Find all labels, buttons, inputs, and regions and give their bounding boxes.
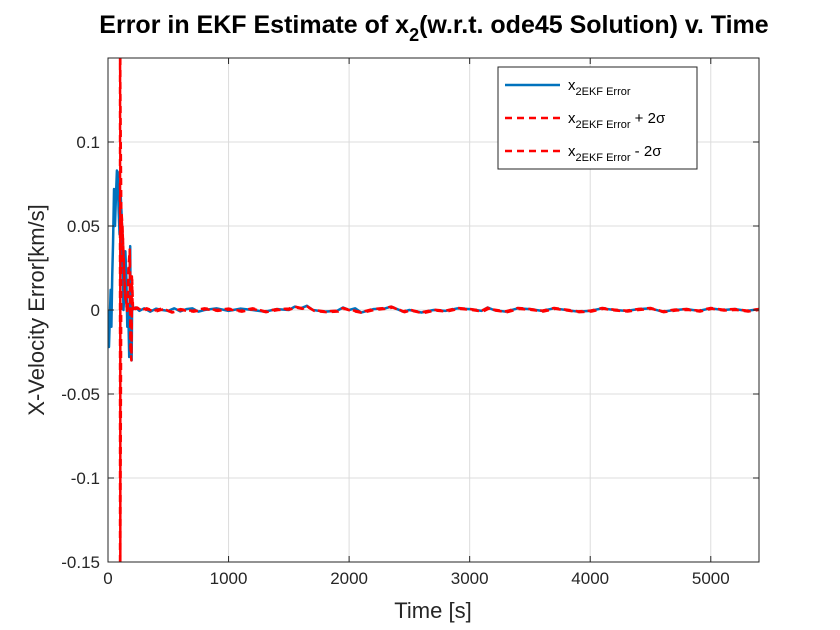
x-tick-label: 2000 [330, 569, 368, 588]
y-axis-title: X-Velocity Error[km/s] [24, 204, 49, 415]
legend: x2EKF Error x2EKF Error + 2σ x2EKF Error… [497, 66, 698, 170]
y-tick-label: -0.1 [71, 469, 100, 488]
x-tick-label: 4000 [571, 569, 609, 588]
legend-label-minus-2sigma: x2EKF Error - 2σ [568, 143, 662, 164]
y-tick-label: -0.05 [61, 385, 100, 404]
legend-label-plus-2sigma: x2EKF Error + 2σ [568, 110, 666, 131]
legend-label-error: x2EKF Error [568, 77, 631, 98]
chart-title-main: Error in EKF Estimate of x [99, 11, 409, 39]
chart-title: Error in EKF Estimate of x2(w.r.t. ode45… [99, 11, 768, 45]
y-tick-label: 0 [91, 301, 100, 320]
y-tick-label: 0.05 [67, 217, 100, 236]
x-tick-label: 0 [103, 569, 112, 588]
series-minus-2sigma-line [119, 58, 759, 562]
y-tick-label: 0.1 [76, 133, 100, 152]
chart-title-rest: (w.r.t. ode45 Solution) v. Time [419, 11, 769, 39]
x-tick-label: 1000 [210, 569, 248, 588]
chart-title-subscript: 2 [409, 25, 419, 45]
ticks: 0 1000 2000 3000 4000 5000 -0.15 -0.1 -0.05 0 0.05… [61, 58, 759, 588]
y-tick-label: -0.15 [61, 553, 100, 572]
x-axis-title: Time [s] [394, 598, 471, 623]
x-tick-label: 3000 [451, 569, 489, 588]
x-tick-label: 5000 [692, 569, 730, 588]
series-layer [108, 58, 759, 562]
